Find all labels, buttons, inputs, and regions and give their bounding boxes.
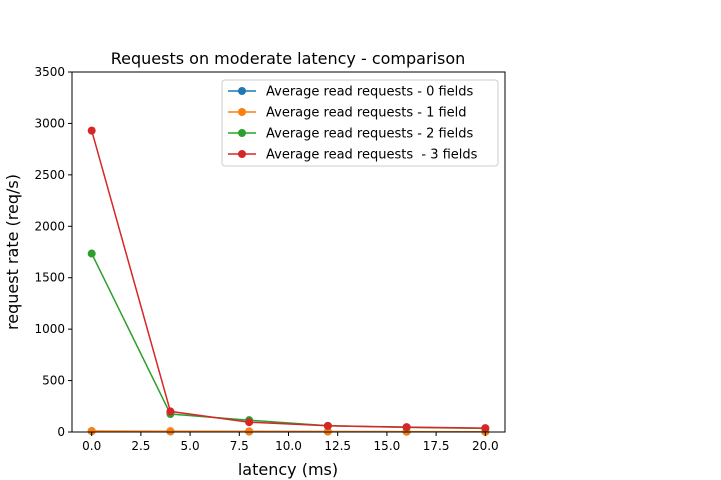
data-point-series-3 bbox=[323, 421, 332, 430]
legend-marker bbox=[238, 108, 246, 116]
y-tick-label: 0 bbox=[57, 425, 65, 439]
y-axis: 0 500 1000 1500 2000 2500 3000 3500 bbox=[34, 65, 72, 439]
legend-label: Average read requests - 1 field bbox=[266, 106, 467, 121]
data-point-series-3 bbox=[481, 424, 490, 433]
x-tick-label: 5.0 bbox=[181, 439, 200, 453]
data-point-series-3 bbox=[245, 418, 254, 427]
y-tick-label: 3500 bbox=[34, 65, 65, 79]
x-axis-label: latency (ms) bbox=[238, 460, 338, 479]
x-tick-label: 20.0 bbox=[472, 439, 499, 453]
x-tick-label: 10.0 bbox=[275, 439, 302, 453]
y-tick-label: 2500 bbox=[34, 168, 65, 182]
y-tick-label: 1000 bbox=[34, 322, 65, 336]
series-layer bbox=[87, 126, 490, 436]
data-point-series-3 bbox=[166, 407, 175, 416]
data-point-series-2 bbox=[87, 249, 96, 258]
y-tick-label: 3000 bbox=[34, 116, 65, 130]
legend-box bbox=[221, 79, 499, 167]
x-tick-label: 0.0 bbox=[82, 439, 101, 453]
chart-title: Requests on moderate latency - compariso… bbox=[111, 49, 466, 68]
y-tick-label: 1500 bbox=[34, 271, 65, 285]
legend-label: Average read requests - 0 fields bbox=[266, 85, 474, 100]
legend-label: Average read requests - 3 fields bbox=[266, 148, 478, 163]
data-point-series-1 bbox=[87, 426, 96, 435]
legend-marker bbox=[238, 87, 246, 95]
y-axis-label: request rate (req/s) bbox=[3, 174, 22, 330]
data-point-series-3 bbox=[402, 423, 411, 432]
legend-label: Average read requests - 2 fields bbox=[266, 127, 474, 142]
x-tick-label: 12.5 bbox=[324, 439, 351, 453]
x-tick-label: 15.0 bbox=[374, 439, 401, 453]
x-tick-label: 7.5 bbox=[230, 439, 249, 453]
legend-marker bbox=[238, 150, 246, 158]
y-tick-label: 2000 bbox=[34, 219, 65, 233]
data-point-series-1 bbox=[166, 427, 175, 436]
x-axis: 0.0 2.5 5.0 7.5 10.0 12.5 15.0 17.5 20.0 bbox=[82, 432, 499, 453]
y-tick-label: 500 bbox=[42, 374, 65, 388]
data-point-series-1 bbox=[245, 427, 254, 436]
series-line-3 bbox=[90, 130, 486, 429]
data-point-series-1 bbox=[323, 427, 332, 436]
x-tick-label: 2.5 bbox=[131, 439, 150, 453]
legend: Average read requests - 0 fields Average … bbox=[221, 79, 499, 167]
x-tick-label: 17.5 bbox=[423, 439, 450, 453]
data-point-series-3 bbox=[87, 126, 96, 135]
legend-marker bbox=[238, 129, 246, 137]
